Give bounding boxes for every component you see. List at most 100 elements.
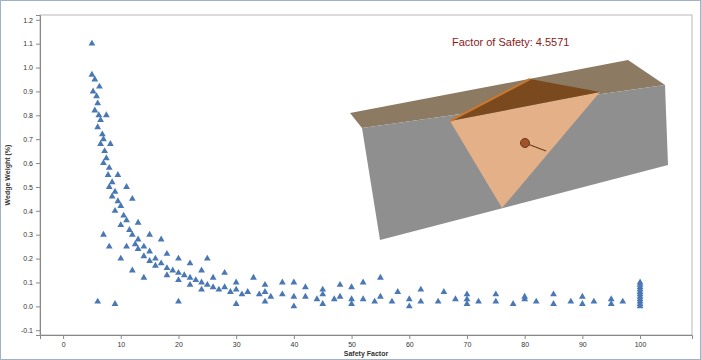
- y-tick: 0.5: [23, 184, 40, 191]
- x-tick-label: 60: [406, 341, 414, 348]
- point: [637, 302, 644, 308]
- y-tick-mark: [36, 211, 40, 212]
- point: [135, 236, 142, 242]
- point: [109, 193, 116, 199]
- point: [337, 281, 344, 287]
- point: [290, 302, 297, 308]
- point: [319, 286, 326, 292]
- point: [100, 159, 107, 165]
- x-axis: 0102030405060708090100: [41, 335, 693, 348]
- annotation: Factor of Safety: 4.5571: [452, 36, 569, 48]
- point: [117, 202, 124, 208]
- point: [187, 274, 194, 280]
- point: [290, 279, 297, 285]
- point: [198, 286, 205, 292]
- point: [348, 300, 355, 306]
- point: [464, 295, 471, 301]
- y-tick-mark: [36, 44, 40, 45]
- point: [96, 83, 103, 89]
- point: [123, 243, 130, 249]
- point: [250, 274, 257, 280]
- point: [290, 293, 297, 299]
- point: [114, 197, 121, 203]
- point: [221, 283, 228, 289]
- point: [100, 135, 107, 141]
- y-tick-mark: [36, 68, 40, 69]
- point: [175, 255, 182, 261]
- x-tick-mark: [178, 335, 179, 339]
- x-tick: 0: [62, 335, 66, 348]
- y-tick: 0.9: [23, 88, 40, 95]
- point: [117, 221, 124, 227]
- y-tick-label: 0.9: [23, 88, 33, 95]
- x-tick: 60: [406, 335, 414, 348]
- point: [204, 255, 211, 261]
- point: [389, 298, 396, 304]
- point: [123, 183, 130, 189]
- x-axis-title: Safety Factor: [344, 350, 389, 358]
- x-tick-mark: [467, 335, 468, 339]
- point: [319, 300, 326, 306]
- x-tick-mark: [63, 335, 64, 339]
- y-tick-label: 0.2: [23, 255, 33, 262]
- y-axis-title: Wedge Weight (%): [4, 145, 12, 206]
- point: [109, 178, 116, 184]
- point: [93, 92, 100, 98]
- point: [337, 293, 344, 299]
- point: [94, 99, 101, 105]
- point: [210, 274, 217, 280]
- y-tick-label: 1.2: [23, 17, 33, 24]
- y-tick-label: 0.1: [23, 279, 33, 286]
- y-tick-label: 0.7: [23, 136, 33, 143]
- wedge-top: [450, 79, 600, 121]
- point: [112, 300, 119, 306]
- y-tick-label: 0.4: [23, 208, 33, 215]
- point: [158, 236, 165, 242]
- y-axis: -0.10.00.10.20.30.40.50.60.70.80.91.01.1…: [21, 16, 41, 336]
- x-tick: 90: [579, 335, 587, 348]
- point: [567, 298, 574, 304]
- y-tick-mark: [36, 306, 40, 307]
- y-tick-mark: [36, 115, 40, 116]
- y-tick: 0.6: [23, 160, 40, 167]
- point: [106, 183, 113, 189]
- point: [103, 111, 110, 117]
- point: [146, 257, 153, 263]
- point: [262, 298, 269, 304]
- y-tick-label: 0.3: [23, 231, 33, 238]
- x-tick: 20: [175, 335, 183, 348]
- point: [608, 295, 615, 301]
- point: [187, 281, 194, 287]
- point: [233, 279, 240, 285]
- point: [256, 290, 263, 296]
- x-tick-mark: [409, 335, 410, 339]
- point: [135, 245, 142, 251]
- x-tick-mark: [582, 335, 583, 339]
- point: [129, 231, 136, 237]
- y-tick: 0.8: [23, 112, 40, 119]
- x-tick-label: 0: [62, 341, 66, 348]
- point: [135, 219, 142, 225]
- x-tick-label: 70: [464, 341, 472, 348]
- x-tick-label: 10: [117, 341, 125, 348]
- point: [140, 243, 147, 249]
- point: [331, 295, 338, 301]
- point: [192, 276, 199, 282]
- point: [435, 298, 442, 304]
- x-tick-label: 90: [579, 341, 587, 348]
- point: [97, 116, 104, 122]
- point: [348, 283, 355, 289]
- point: [112, 188, 119, 194]
- chart: 0102030405060708090100-0.10.00.10.20.30.…: [0, 0, 701, 360]
- point: [475, 298, 482, 304]
- y-tick-mark: [36, 282, 40, 283]
- point: [210, 283, 217, 289]
- centroid: [521, 139, 530, 148]
- point: [302, 283, 309, 289]
- point: [91, 107, 98, 113]
- x-tick: 100: [635, 335, 647, 348]
- point: [417, 286, 424, 292]
- point: [105, 171, 112, 177]
- point: [267, 293, 274, 299]
- y-tick-label: 0.8: [23, 112, 33, 119]
